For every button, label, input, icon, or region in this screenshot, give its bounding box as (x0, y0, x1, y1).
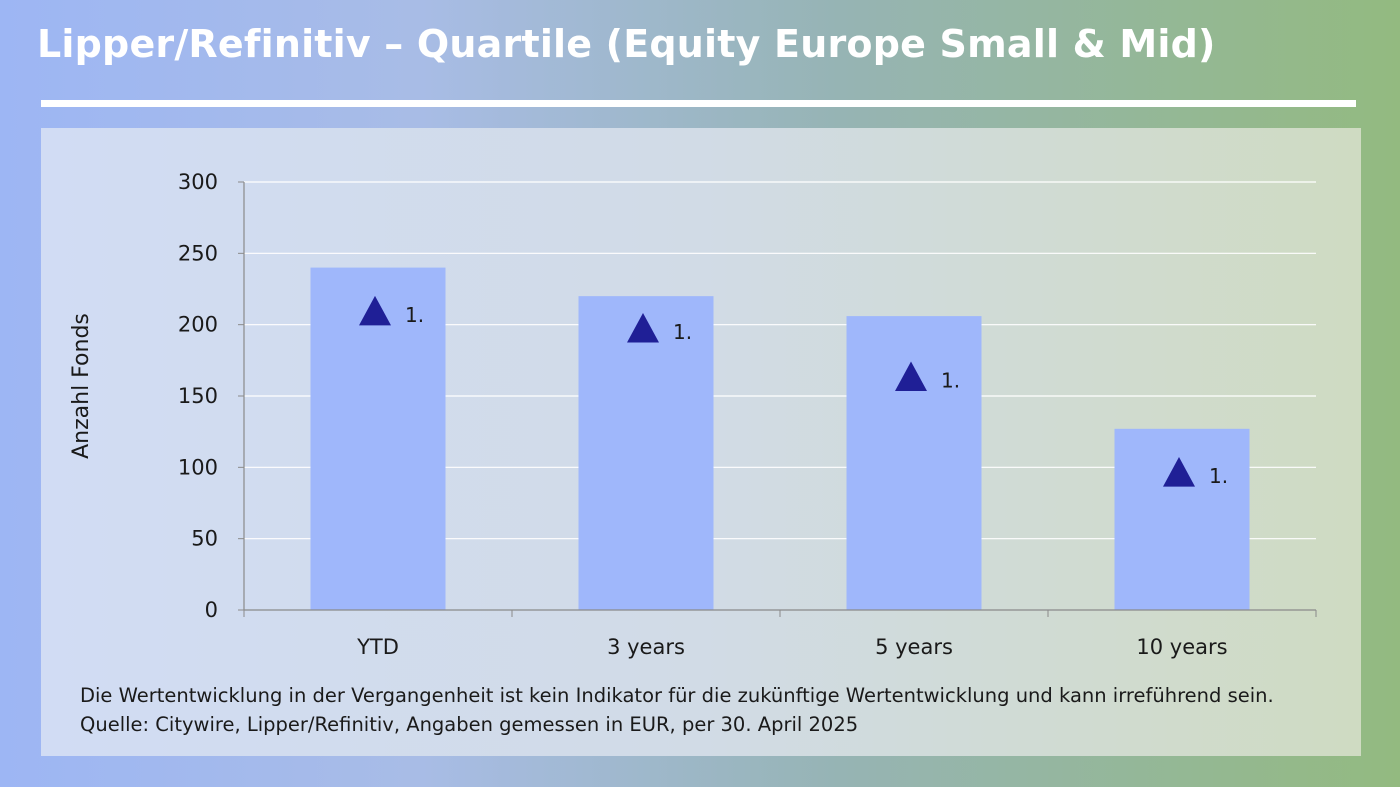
quartile-label: 1. (1209, 464, 1228, 488)
y-axis-title: Anzahl Fonds (69, 313, 94, 459)
y-tick-label: 50 (191, 527, 218, 551)
quartile-marker-3 (1163, 457, 1195, 487)
x-tick-label: YTD (356, 635, 399, 659)
quartile-marker-2 (895, 361, 927, 392)
title-divider (41, 100, 1356, 107)
bar-1 (578, 296, 714, 610)
slide-title: Lipper/Refinitiv – Quartile (Equity Euro… (37, 22, 1216, 66)
footnote: Die Wertentwicklung in der Vergangenheit… (80, 684, 1274, 736)
x-tick-label: 5 years (875, 635, 953, 659)
y-tick-label: 150 (178, 384, 218, 408)
quartile-label: 1. (673, 320, 692, 344)
quartile-marker-0 (359, 295, 391, 326)
y-tick-label: 300 (178, 170, 218, 194)
y-tick-label: 250 (178, 241, 218, 265)
bar-chart: 0 50 100 150 200 250 300 Anzahl Fonds YTD 3 years… (69, 170, 1317, 659)
x-tick-label: 3 years (607, 635, 685, 659)
y-tick-label: 0 (205, 598, 218, 622)
bar-3 (1114, 428, 1250, 610)
quartile-marker-1 (627, 312, 659, 343)
bar-2 (846, 316, 982, 610)
y-tick-label: 100 (178, 455, 218, 479)
y-tick-label: 200 (178, 313, 218, 337)
chart-panel: 0 50 100 150 200 250 300 Anzahl Fonds YTD 3 years… (41, 128, 1361, 756)
x-tick-label: 10 years (1136, 635, 1227, 659)
quartile-label: 1. (405, 303, 424, 327)
quartile-label: 1. (941, 368, 960, 392)
